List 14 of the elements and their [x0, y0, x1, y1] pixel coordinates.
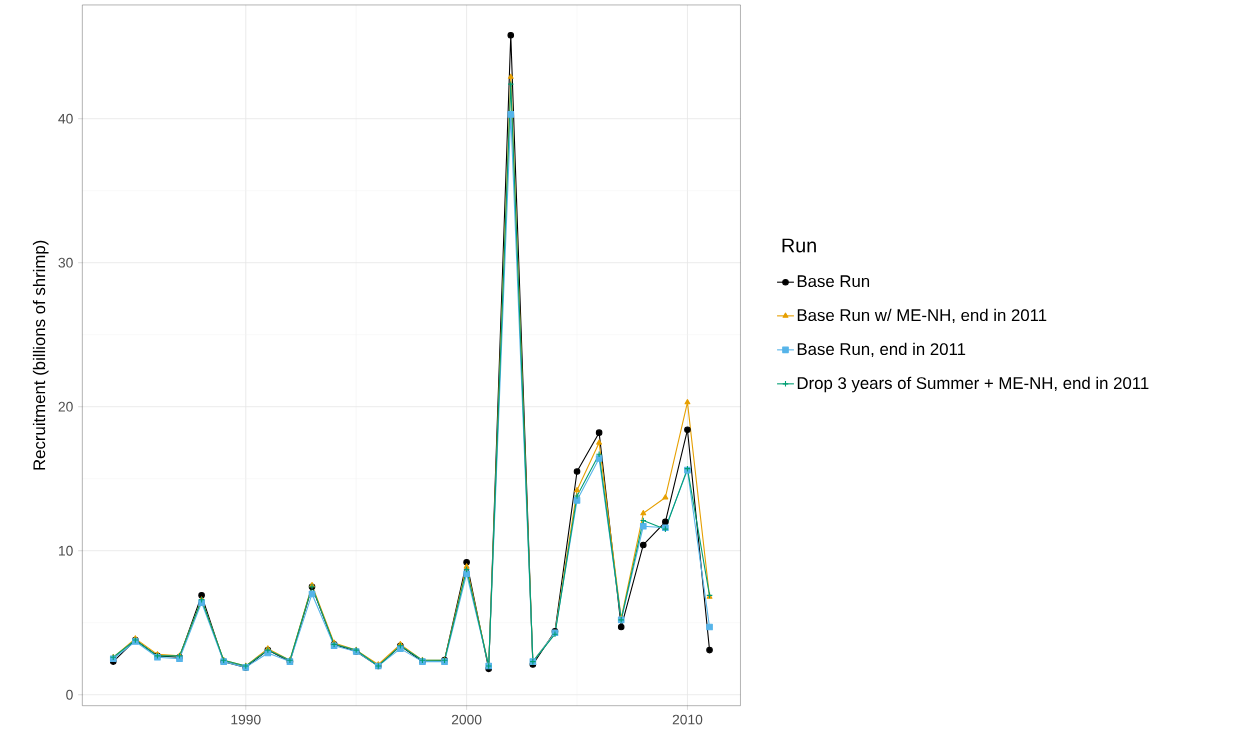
legend-title: Run	[782, 238, 816, 253]
y-tick-label: 40	[58, 113, 73, 124]
legend-label: Base Run w/ ME-NH, end in 2011	[797, 308, 1047, 323]
legend-label: Drop 3 years of Summer + ME-NH, end in 2011	[797, 376, 1149, 393]
y-tick-label: 10	[59, 545, 73, 556]
y-tick-label: 30	[58, 257, 73, 268]
x-tick-label: 2010	[672, 714, 703, 725]
x-tick-label: 2000	[451, 714, 482, 725]
y-tick-label: 0	[66, 689, 73, 700]
x-tick-label: 1990	[231, 714, 261, 725]
y-axis-title: Recruitment (billions of shrimp)	[32, 240, 49, 470]
legend-label: Base Run	[797, 275, 870, 287]
legend-label: Base Run, end in 2011	[797, 342, 966, 357]
y-tick-label: 20	[58, 401, 73, 412]
